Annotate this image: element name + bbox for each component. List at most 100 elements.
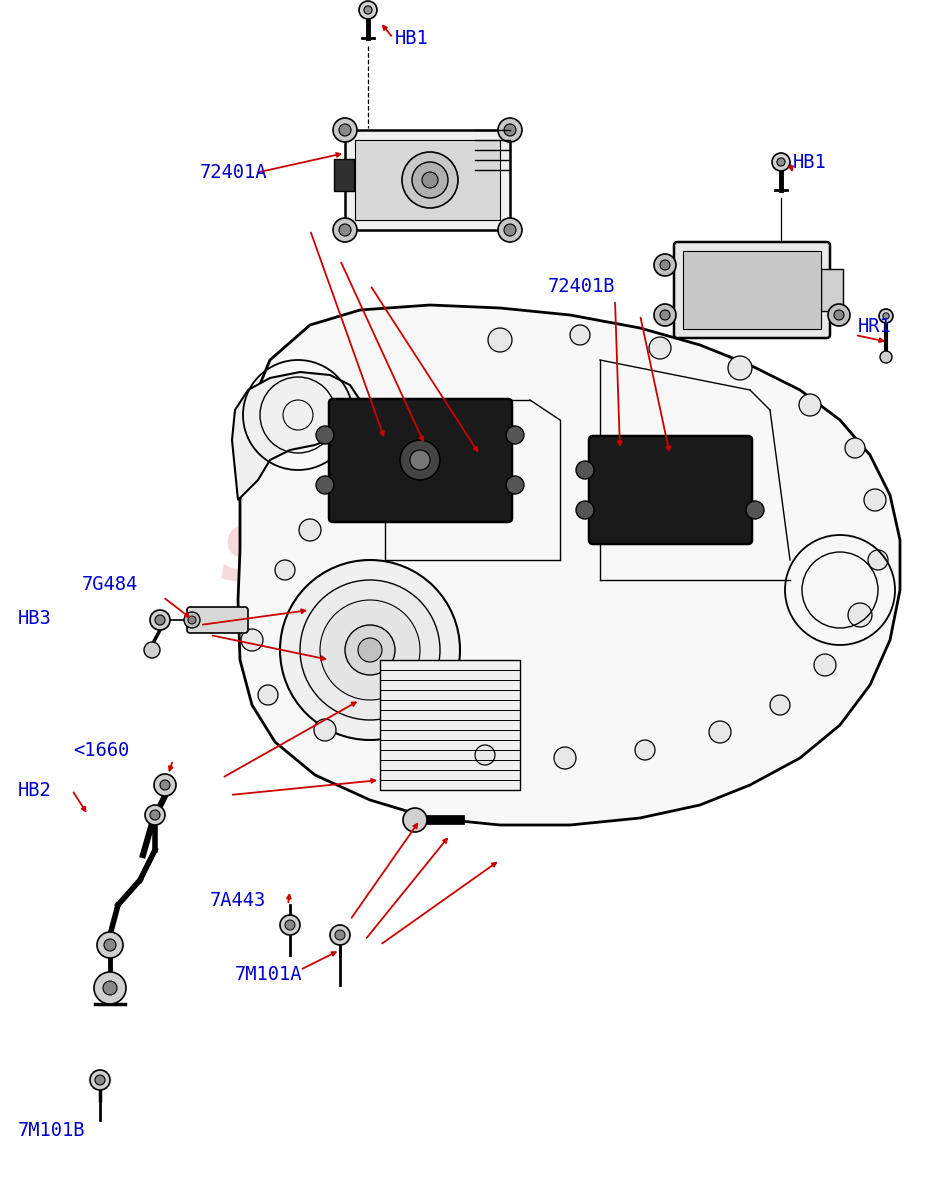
Circle shape — [144, 642, 160, 658]
Circle shape — [320, 600, 420, 700]
Circle shape — [660, 260, 670, 270]
FancyBboxPatch shape — [683, 251, 821, 329]
Circle shape — [184, 612, 200, 628]
Circle shape — [883, 313, 889, 319]
Polygon shape — [238, 305, 900, 826]
Circle shape — [300, 580, 440, 720]
Circle shape — [258, 685, 278, 704]
Circle shape — [330, 925, 350, 946]
Circle shape — [880, 350, 892, 362]
Circle shape — [335, 930, 345, 940]
Text: 72401A: 72401A — [200, 163, 268, 182]
Circle shape — [400, 440, 440, 480]
Text: 7G484: 7G484 — [82, 576, 138, 594]
Text: <1660: <1660 — [73, 740, 130, 760]
Circle shape — [154, 774, 176, 796]
Text: HB3: HB3 — [18, 608, 52, 628]
Circle shape — [280, 914, 300, 935]
Circle shape — [94, 972, 126, 1004]
Circle shape — [488, 328, 512, 352]
Circle shape — [358, 638, 382, 662]
Circle shape — [845, 438, 865, 458]
Circle shape — [339, 224, 351, 236]
Circle shape — [410, 450, 430, 470]
Circle shape — [654, 304, 676, 326]
Circle shape — [275, 560, 295, 580]
Circle shape — [155, 614, 165, 625]
Circle shape — [280, 560, 460, 740]
Text: 7M101A: 7M101A — [235, 966, 303, 984]
FancyBboxPatch shape — [589, 436, 752, 544]
Circle shape — [770, 695, 790, 715]
Circle shape — [364, 6, 372, 14]
Circle shape — [95, 1075, 105, 1085]
Circle shape — [504, 224, 516, 236]
Circle shape — [576, 502, 594, 518]
FancyBboxPatch shape — [821, 269, 843, 311]
Circle shape — [834, 310, 844, 320]
Text: car parts: car parts — [370, 644, 570, 688]
Circle shape — [506, 476, 524, 494]
Circle shape — [498, 118, 522, 142]
Circle shape — [828, 304, 850, 326]
Circle shape — [654, 254, 676, 276]
Circle shape — [777, 158, 785, 166]
Circle shape — [90, 1070, 110, 1090]
Circle shape — [772, 152, 790, 170]
FancyBboxPatch shape — [380, 660, 520, 790]
Circle shape — [475, 745, 495, 766]
Circle shape — [709, 721, 731, 743]
Text: 72401B: 72401B — [548, 276, 616, 295]
Text: scuderia: scuderia — [220, 502, 720, 602]
Polygon shape — [355, 140, 500, 220]
FancyBboxPatch shape — [334, 158, 354, 191]
Circle shape — [504, 124, 516, 136]
Circle shape — [864, 490, 886, 511]
Circle shape — [160, 780, 170, 790]
Polygon shape — [232, 372, 360, 500]
Circle shape — [412, 162, 448, 198]
Circle shape — [145, 805, 165, 826]
Circle shape — [188, 616, 196, 624]
Text: 7A443: 7A443 — [210, 890, 266, 910]
Circle shape — [104, 938, 116, 950]
Circle shape — [660, 310, 670, 320]
Circle shape — [635, 740, 655, 760]
Circle shape — [746, 502, 764, 518]
Circle shape — [879, 308, 893, 323]
Circle shape — [316, 426, 334, 444]
Text: 7M101B: 7M101B — [18, 1121, 86, 1140]
Circle shape — [570, 325, 590, 346]
Circle shape — [103, 982, 117, 995]
Circle shape — [333, 118, 357, 142]
Text: HB1: HB1 — [395, 29, 429, 48]
Circle shape — [345, 625, 395, 674]
Circle shape — [316, 476, 334, 494]
Circle shape — [339, 124, 351, 136]
Circle shape — [498, 218, 522, 242]
Circle shape — [814, 654, 836, 676]
Circle shape — [241, 629, 263, 650]
FancyBboxPatch shape — [329, 398, 512, 522]
Circle shape — [333, 218, 357, 242]
Circle shape — [150, 610, 170, 630]
Circle shape — [150, 810, 160, 820]
Circle shape — [97, 932, 123, 958]
Circle shape — [554, 746, 576, 769]
Text: HB2: HB2 — [18, 780, 52, 799]
Circle shape — [402, 152, 458, 208]
FancyBboxPatch shape — [674, 242, 830, 338]
Circle shape — [359, 1, 377, 19]
Circle shape — [649, 337, 671, 359]
FancyBboxPatch shape — [187, 607, 248, 634]
Circle shape — [868, 550, 888, 570]
Circle shape — [848, 602, 872, 626]
Circle shape — [506, 426, 524, 444]
Circle shape — [285, 920, 295, 930]
Circle shape — [422, 172, 438, 188]
Circle shape — [299, 518, 321, 541]
Circle shape — [799, 394, 821, 416]
Text: HR1: HR1 — [858, 317, 892, 336]
Circle shape — [403, 808, 427, 832]
Circle shape — [728, 356, 752, 380]
